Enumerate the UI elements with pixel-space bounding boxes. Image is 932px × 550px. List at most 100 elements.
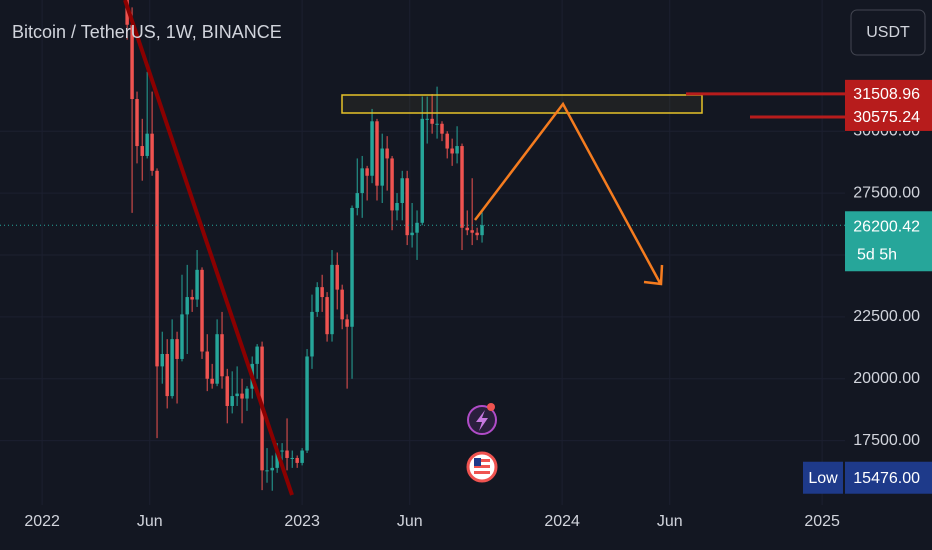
- candle-body: [320, 287, 324, 298]
- candle-body: [205, 351, 209, 379]
- candle-body: [170, 339, 174, 397]
- trend-line: [123, 0, 294, 496]
- last-price-label: 26200.42: [853, 218, 920, 235]
- x-tick-label: 2025: [804, 513, 840, 530]
- low-price-label: 15476.00: [853, 470, 920, 487]
- candle-body: [415, 222, 419, 233]
- low-badge: [803, 461, 843, 494]
- y-tick-label: 27500.00: [853, 184, 920, 201]
- candle-body: [430, 118, 434, 124]
- candle-body: [245, 388, 249, 399]
- labels: 17500.0020000.0022500.0025000.0027500.00…: [24, 79, 932, 530]
- resistance-zone: [341, 94, 703, 114]
- x-tick-label: 2022: [24, 513, 60, 530]
- candle-body: [420, 118, 424, 223]
- candle-body: [470, 230, 474, 233]
- candle-body: [150, 133, 154, 171]
- candle-body: [145, 133, 149, 156]
- candle-body: [380, 148, 384, 186]
- candle-body: [230, 396, 234, 406]
- drawings: [123, 0, 703, 496]
- candle-body: [175, 339, 179, 359]
- x-tick-label: Jun: [657, 513, 683, 530]
- candle-body: [370, 121, 374, 176]
- candle-body: [180, 314, 184, 359]
- candle-body: [330, 264, 334, 335]
- countdown-label: 5d 5h: [857, 246, 897, 263]
- candle-body: [310, 311, 314, 357]
- candle-body: [410, 232, 414, 236]
- y-tick-label: 20000.00: [853, 370, 920, 387]
- candle-body: [375, 121, 379, 186]
- last-price-badge: [845, 211, 932, 272]
- candle-body: [315, 287, 319, 312]
- candle-body: [440, 123, 444, 134]
- candle-body: [290, 457, 294, 459]
- candle-body: [435, 123, 439, 125]
- price-line-label: 31508.96: [853, 86, 920, 103]
- candle-body: [350, 207, 354, 327]
- candle-body: [130, 24, 134, 100]
- candle-body: [450, 148, 454, 154]
- currency-button[interactable]: [850, 9, 926, 56]
- candle-body: [255, 346, 259, 364]
- candle-body: [140, 146, 144, 156]
- candle-body: [195, 269, 199, 300]
- candle-body: [460, 146, 464, 228]
- time-scale: [0, 505, 932, 550]
- candle-body: [165, 353, 169, 397]
- candle-body: [295, 457, 299, 463]
- candle-body: [455, 146, 459, 154]
- x-tick-label: 2024: [544, 513, 580, 530]
- candle-body: [340, 289, 344, 320]
- candle-body: [325, 297, 329, 335]
- candles: [0, 0, 845, 491]
- candle-body: [360, 168, 364, 194]
- projection-arrowhead: [643, 264, 664, 286]
- currency-label[interactable]: USDT: [866, 24, 910, 41]
- x-tick-label: Jun: [137, 513, 163, 530]
- candle-body: [210, 378, 214, 384]
- candle-body: [225, 376, 229, 406]
- candle-body: [235, 393, 239, 397]
- candle-body: [185, 297, 189, 315]
- projection-path: [474, 101, 662, 284]
- event-icon[interactable]: [467, 403, 497, 435]
- candle-body: [390, 158, 394, 211]
- candle-body: [355, 193, 359, 208]
- candle-body: [160, 353, 164, 367]
- symbol-title: Bitcoin / TetherUS, 1W, BINANCE: [12, 22, 282, 42]
- candle-body: [385, 148, 389, 159]
- economic-event-icon[interactable]: [466, 451, 498, 483]
- candle-body: [395, 202, 399, 211]
- candle-body: [305, 356, 309, 451]
- candle-body: [275, 450, 279, 468]
- candle-body: [155, 170, 159, 367]
- candle-body: [280, 450, 284, 452]
- price-line-badge: [845, 102, 932, 131]
- candle-body: [335, 264, 339, 290]
- candle-body: [480, 225, 484, 236]
- candle-body: [300, 450, 304, 463]
- low-name: Low: [808, 470, 838, 487]
- candle-body: [465, 227, 469, 231]
- candle-body: [215, 334, 219, 384]
- low-price-badge: [845, 461, 932, 494]
- candle-body: [285, 450, 289, 458]
- candle-body: [405, 178, 409, 236]
- candle-body: [265, 470, 269, 472]
- price-line-label: 30575.24: [853, 109, 920, 126]
- y-tick-label: 22500.00: [853, 308, 920, 325]
- x-tick-label: 2023: [284, 513, 320, 530]
- x-tick-label: Jun: [397, 513, 423, 530]
- candle-body: [345, 319, 349, 327]
- candle-body: [445, 133, 449, 149]
- candle-body: [475, 232, 479, 236]
- candle-body: [135, 99, 139, 147]
- y-tick-label: 17500.00: [853, 432, 920, 449]
- candle-body: [425, 118, 429, 120]
- candle-body: [220, 334, 224, 377]
- candle-body: [190, 297, 194, 300]
